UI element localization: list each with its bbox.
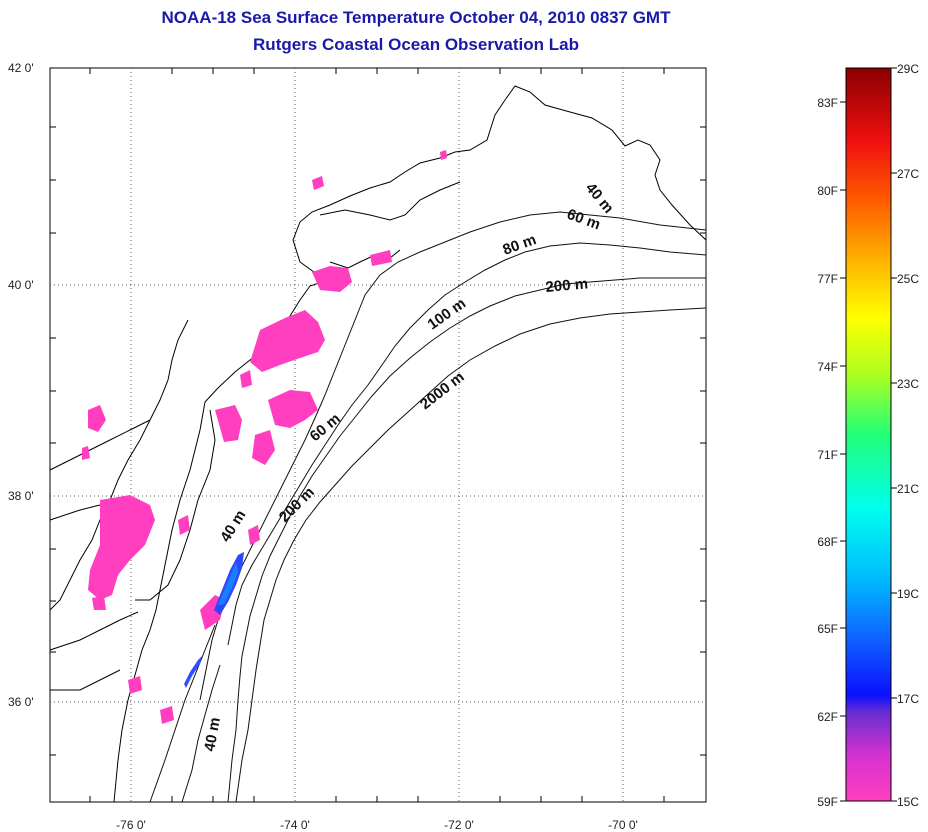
cb-c-label: 25C xyxy=(897,272,919,286)
cb-c-label: 27C xyxy=(897,167,919,181)
cb-f-label: 59F xyxy=(817,795,838,809)
lat-label: 38 0' xyxy=(8,489,34,503)
map-subtitle: Rutgers Coastal Ocean Observation Lab xyxy=(253,35,579,54)
sst-pixels xyxy=(82,150,447,724)
depth-label: 200 m xyxy=(545,275,589,296)
colorbar-c-labels: 29C 27C 25C 23C 21C 19C 17C 15C xyxy=(897,62,919,809)
map-title: NOAA-18 Sea Surface Temperature October … xyxy=(161,8,671,27)
lon-labels: -76 0' -74 0' -72 0' -70 0' xyxy=(116,818,638,832)
cb-c-label: 17C xyxy=(897,692,919,706)
lon-label: -70 0' xyxy=(608,818,638,832)
cb-f-label: 68F xyxy=(817,535,838,549)
colorbar-ticks xyxy=(840,67,897,802)
colorbar xyxy=(845,67,892,802)
cb-f-label: 65F xyxy=(817,622,838,636)
lat-labels: 42 0' 40 0' 38 0' 36 0' xyxy=(8,61,34,709)
cb-f-label: 83F xyxy=(817,96,838,110)
lat-label: 36 0' xyxy=(8,695,34,709)
cb-f-label: 71F xyxy=(817,448,838,462)
cb-c-label: 19C xyxy=(897,587,919,601)
cb-f-label: 77F xyxy=(817,272,838,286)
lat-label: 40 0' xyxy=(8,278,34,292)
cb-c-label: 21C xyxy=(897,482,919,496)
map-ticks xyxy=(50,68,706,802)
lat-label: 42 0' xyxy=(8,61,34,75)
cb-f-label: 74F xyxy=(817,360,838,374)
lon-label: -72 0' xyxy=(444,818,474,832)
cb-f-label: 62F xyxy=(817,710,838,724)
map-frame xyxy=(49,67,707,803)
graticule xyxy=(50,68,706,802)
lon-label: -74 0' xyxy=(280,818,310,832)
cb-c-label: 15C xyxy=(897,795,919,809)
cb-f-label: 80F xyxy=(817,184,838,198)
colorbar-f-labels: 83F 80F 77F 74F 71F 68F 65F 62F 59F xyxy=(817,96,838,809)
lon-label: -76 0' xyxy=(116,818,146,832)
cb-c-label: 29C xyxy=(897,62,919,76)
sst-cold-streak xyxy=(184,552,244,688)
cb-c-label: 23C xyxy=(897,377,919,391)
depth-label: 40 m xyxy=(201,716,224,753)
